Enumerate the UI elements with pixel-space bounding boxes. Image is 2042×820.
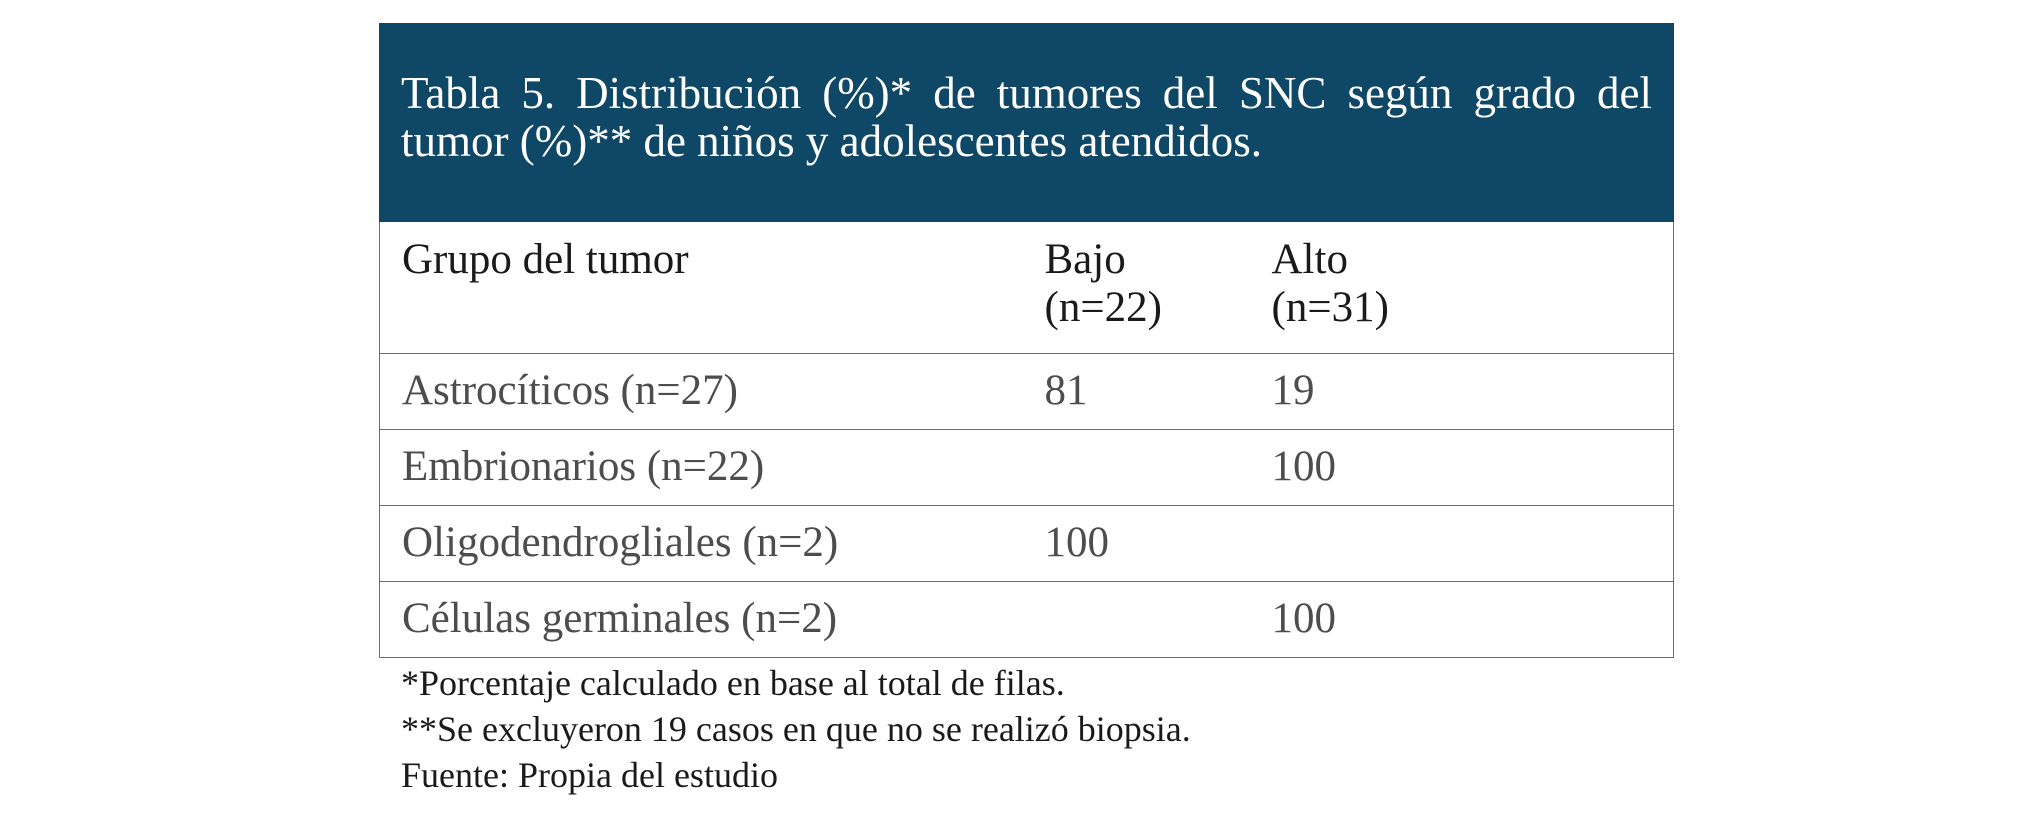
cell-high: 100: [1249, 429, 1674, 506]
column-header-group: Grupo del tumor: [379, 222, 1023, 354]
cell-low: [1022, 581, 1250, 658]
table-header-row: Grupo del tumor Bajo (n=22) Alto (n=31): [379, 222, 1674, 354]
column-header-high-label: Alto: [1271, 236, 1348, 283]
table-row: Oligodendrogliales (n=2) 100: [379, 505, 1674, 582]
footnote-excluded: **Se excluyeron 19 casos en que no se re…: [401, 709, 1191, 749]
column-header-high-n: (n=31): [1271, 284, 1389, 331]
cell-group: Células germinales (n=2): [379, 581, 1023, 658]
column-header-low-n: (n=22): [1044, 284, 1162, 331]
footnote-source: Fuente: Propia del estudio: [401, 755, 778, 795]
cell-low: 100: [1022, 505, 1250, 582]
column-header-low: Bajo (n=22): [1022, 222, 1250, 354]
column-header-low-label: Bajo: [1044, 236, 1126, 283]
cell-high: [1249, 505, 1674, 582]
cell-high: 19: [1249, 353, 1674, 430]
cell-group: Embrionarios (n=22): [379, 429, 1023, 506]
column-header-high: Alto (n=31): [1249, 222, 1674, 354]
cell-group: Astrocíticos (n=27): [379, 353, 1023, 430]
table-row: Embrionarios (n=22) 100: [379, 429, 1674, 506]
table-row: Células germinales (n=2) 100: [379, 581, 1674, 658]
table-footnotes: *Porcentaje calculado en base al total d…: [401, 660, 1191, 798]
cell-group: Oligodendrogliales (n=2): [379, 505, 1023, 582]
table-title: Tabla 5. Distribución (%)* de tumores de…: [379, 23, 1674, 222]
cell-low: 81: [1022, 353, 1250, 430]
tumor-grade-table: Grupo del tumor Bajo (n=22) Alto (n=31) …: [379, 222, 1674, 658]
data-table: Tabla 5. Distribución (%)* de tumores de…: [379, 23, 1674, 658]
footnote-percentage: *Porcentaje calculado en base al total d…: [401, 663, 1065, 703]
cell-high: 100: [1249, 581, 1674, 658]
table-row: Astrocíticos (n=27) 81 19: [379, 353, 1674, 430]
cell-low: [1022, 429, 1250, 506]
